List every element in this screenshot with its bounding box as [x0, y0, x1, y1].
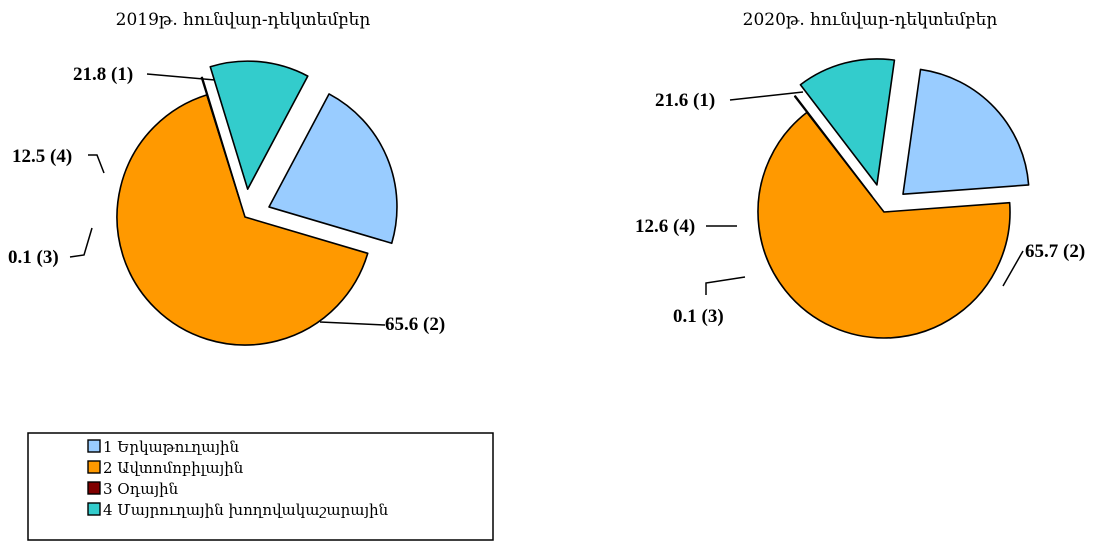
pie-slice-3 [793, 95, 873, 197]
leader-line-3 [69, 227, 93, 258]
data-label-2: 65.6 (2) [385, 314, 445, 335]
pie-slice-2 [757, 111, 1011, 339]
pie-slice-2 [116, 94, 369, 346]
leader-line-1 [729, 91, 804, 101]
data-label-4: 12.5 (4) [12, 146, 72, 167]
data-label-4: 12.6 (4) [635, 216, 695, 237]
pie-slice-1 [268, 93, 398, 245]
pie-slice-1 [902, 68, 1030, 196]
pie-slice-4 [209, 60, 309, 190]
data-label-3: 0.1 (3) [673, 306, 724, 327]
chart-title-2019: 2019թ. հունվար-դեկտեմբեր [116, 10, 371, 30]
pie-0: 21.8 (1) 65.6 (2) 0.1 (3) 12.5 (4) [8, 60, 445, 346]
data-label-3: 0.1 (3) [8, 247, 59, 268]
legend-box [27, 432, 494, 541]
legend-label-4: 4 Մայրուղային խողովակաշարային [103, 501, 389, 519]
legend-label-1: 1 Երկաթուղային [103, 438, 239, 456]
pie-1: 21.6 (1) 65.7 (2) 0.1 (3) 12.6 (4) [635, 58, 1085, 339]
legend-label-3: 3 Օդային [103, 480, 179, 498]
leader-line-2 [1002, 250, 1024, 287]
data-label-2: 65.7 (2) [1025, 241, 1085, 262]
legend-swatch-4 [87, 502, 101, 516]
data-label-1: 21.6 (1) [655, 90, 715, 111]
leader-line-4 [88, 154, 105, 174]
legend-swatch-1 [87, 439, 101, 453]
leader-line-1 [146, 73, 216, 81]
legend-swatch-2 [87, 460, 101, 474]
legend-swatch-3 [87, 481, 101, 495]
leader-line-3 [705, 276, 746, 295]
leader-line-2 [319, 321, 386, 326]
legend-label-2: 2 Ավտոմոբիլային [103, 459, 244, 477]
pie-slice-4 [799, 58, 896, 186]
chart-title-2020: 2020թ. հունվար-դեկտեմբեր [743, 10, 998, 30]
pie-slice-3 [200, 76, 241, 201]
data-label-1: 21.8 (1) [73, 64, 133, 85]
